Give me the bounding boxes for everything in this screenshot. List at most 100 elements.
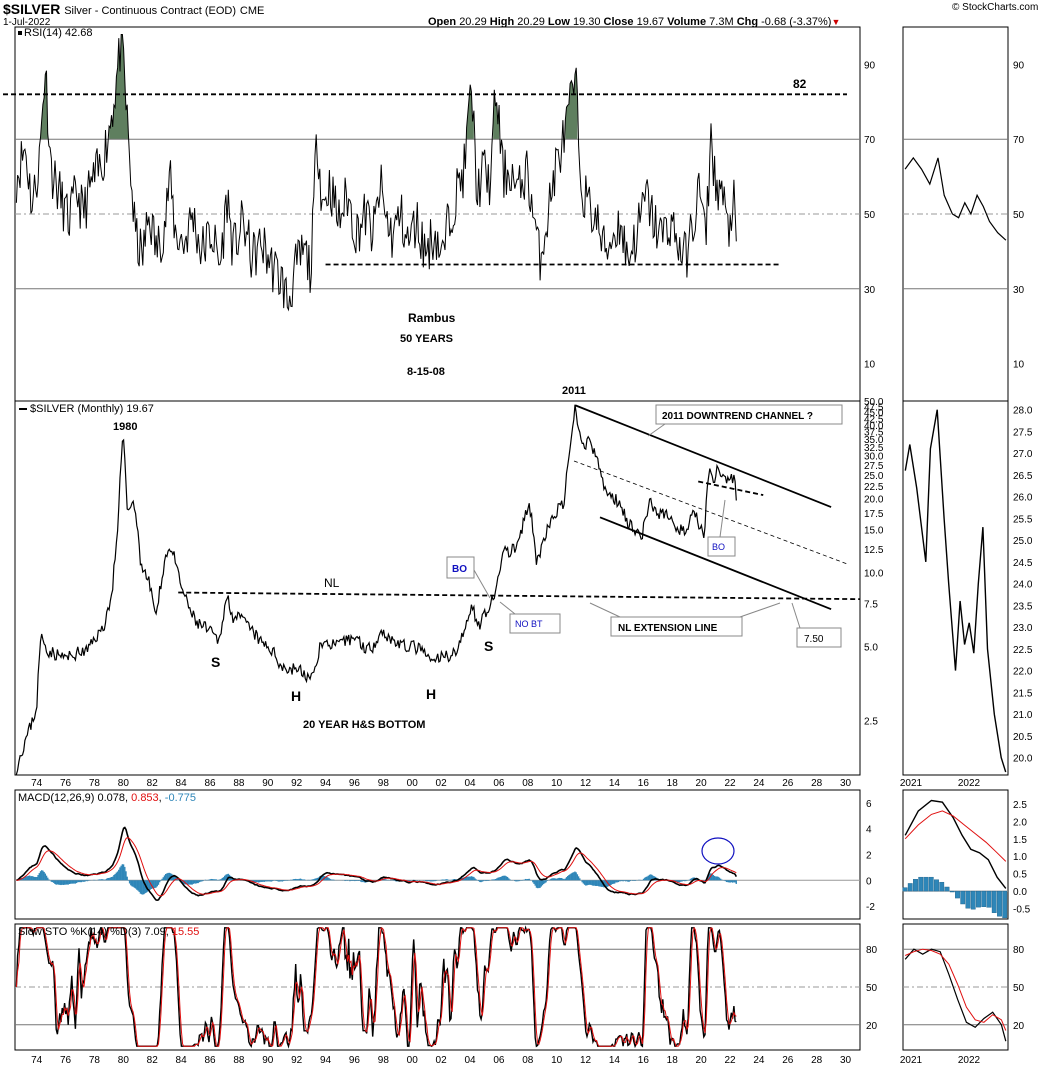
macd-hist-bar <box>517 880 520 882</box>
macd-hist-bar <box>197 880 199 884</box>
macd-hist-bar <box>358 880 361 881</box>
inset-macd-hist-bar <box>955 890 960 899</box>
macd-hist-bar <box>215 879 217 881</box>
macd-hist-bar <box>272 880 274 882</box>
x-tick-78: 78 <box>89 778 101 789</box>
macd-hist-bar <box>651 874 653 881</box>
macd-hist-bar <box>326 876 328 881</box>
macd-hist-bar <box>685 880 687 882</box>
macd-hist-bar <box>704 880 706 882</box>
price-tick-10: 10.0 <box>864 569 884 580</box>
macd-hist-bar <box>295 878 297 881</box>
macd-hist-bar <box>279 880 281 882</box>
macd-hist-bar <box>532 880 534 883</box>
annotation-date: 8-15-08 <box>407 366 445 378</box>
macd-hist-bar <box>527 878 529 881</box>
macd-hist-bar <box>361 880 363 883</box>
inset-macd-hist-bar <box>965 890 971 909</box>
macd-hist-bar <box>452 879 455 881</box>
inset-sto-gridlines <box>903 948 1008 1026</box>
macd-hist-bar <box>177 879 179 881</box>
macd-hist-bar <box>32 876 34 881</box>
macd-hist-bar <box>55 880 57 885</box>
macd-hist-bar <box>509 879 511 881</box>
macd-hist-bar <box>645 876 647 881</box>
inset-macd-tick-2: 2.0 <box>1013 817 1027 828</box>
x-tick-74: 74 <box>31 778 43 789</box>
macd-hist-bar <box>600 880 603 887</box>
macd-hist-bar <box>593 880 595 886</box>
macd-hist-bar <box>189 880 191 885</box>
macd-hist-bar <box>589 880 592 885</box>
rsi-fill-region <box>40 70 48 140</box>
macd-hist-bar <box>710 873 712 881</box>
inset-macd-hist-bar <box>907 883 913 892</box>
macd-hist-bar <box>256 880 258 882</box>
macd-hist-bar <box>605 880 607 887</box>
price-tick-45: 45.0 <box>864 408 884 419</box>
price-tick-25: 25.0 <box>864 471 884 482</box>
macd-hist-bar <box>627 880 629 882</box>
rsi-tick-90: 90 <box>864 60 876 71</box>
x-tick-98: 98 <box>378 1055 390 1066</box>
annotation-rambus: Rambus <box>408 311 456 325</box>
macd-hist-bar <box>314 878 316 881</box>
macd-hist-bar <box>502 875 504 881</box>
macd-hist-bar <box>491 879 493 881</box>
macd-hist-bar <box>48 879 50 881</box>
macd-hist-bar <box>441 879 444 881</box>
price-tick-40: 40.0 <box>864 421 884 432</box>
macd-hist-bar <box>281 880 284 882</box>
macd-hist-bar <box>567 875 569 881</box>
x-tick-08: 08 <box>522 778 534 789</box>
macd-hist-bar <box>516 880 518 882</box>
inset-macd-hist-bar <box>976 890 981 908</box>
macd-hist-bar <box>39 871 42 881</box>
macd-hist-bar <box>682 880 684 881</box>
macd-hist-bar <box>192 880 195 884</box>
macd-hist-bar <box>143 880 145 895</box>
macd-hist-bar <box>346 880 349 881</box>
macd-hist-bar <box>172 874 174 881</box>
macd-hist-bar <box>362 880 364 882</box>
macd-hist-bar <box>321 875 323 881</box>
macd-hist-bar <box>569 874 571 881</box>
macd-hist-bar <box>515 880 517 882</box>
macd-hist-bar <box>533 880 535 884</box>
macd-hist-bar <box>278 880 280 882</box>
trendline-4 <box>698 480 764 496</box>
macd-hist-bar <box>126 876 128 881</box>
price-tick-17.5: 17.5 <box>864 509 884 520</box>
svg-text:2011 DOWNTREND CHANNEL ?: 2011 DOWNTREND CHANNEL ? <box>662 411 813 422</box>
macd-hist-bar <box>551 878 553 881</box>
chart-title: $SILVER Silver - Continuous Contract (EO… <box>3 1 264 17</box>
macd-hist-bar <box>28 875 31 881</box>
macd-hist-bar <box>548 879 551 881</box>
macd-hist-bar <box>597 880 599 886</box>
macd-hist-bar <box>482 880 485 882</box>
macd-hist-bar <box>56 880 59 885</box>
macd-hist-bar <box>67 880 69 885</box>
macd-hist-bar <box>505 876 508 881</box>
x-tick-84: 84 <box>176 778 188 789</box>
macd-hist-bar <box>220 879 222 881</box>
macd-hist-bar <box>201 880 203 882</box>
x-tick-22: 22 <box>724 1055 736 1066</box>
macd-hist-bar <box>570 873 573 881</box>
rsi-tick-70: 70 <box>864 135 876 146</box>
inset-price-tick-26: 26.0 <box>1013 493 1033 504</box>
annotation-50-years: 50 YEARS <box>400 333 453 345</box>
macd-hist-bar <box>298 878 301 881</box>
macd-hist-bar <box>193 880 196 884</box>
macd-hist-bar <box>69 880 72 884</box>
macd-hist-bar <box>162 877 164 881</box>
macd-hist-bar <box>692 877 694 881</box>
macd-hist-bar <box>676 880 678 883</box>
rsi-tick-30: 30 <box>864 285 876 296</box>
macd-hist-bar <box>332 879 334 881</box>
inset-rsi-tick-90: 90 <box>1013 60 1025 71</box>
x-tick-12: 12 <box>580 1055 592 1066</box>
macd-hist-bar <box>535 880 538 888</box>
macd-hist-bar <box>503 875 505 881</box>
